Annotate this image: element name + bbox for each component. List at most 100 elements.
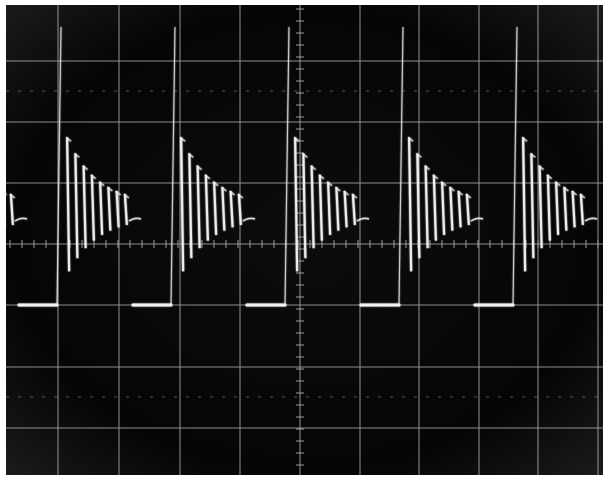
ringing-cycle bbox=[318, 174, 323, 241]
ringing-cycle bbox=[538, 165, 543, 249]
ringing-cycle bbox=[115, 190, 120, 228]
ringing-cycle bbox=[82, 165, 87, 249]
ringing-cap bbox=[326, 181, 333, 187]
ringing-cap bbox=[343, 190, 350, 196]
ringing-cap bbox=[293, 136, 300, 142]
ringing-tail bbox=[242, 217, 256, 222]
waveform-burst-5 bbox=[473, 26, 598, 307]
ringing-tail bbox=[128, 217, 142, 222]
ringing-cap bbox=[123, 193, 130, 199]
ringing-cycle bbox=[196, 165, 201, 249]
ringing-cap bbox=[65, 136, 72, 142]
ringing-cycle bbox=[302, 153, 307, 259]
ringing-cycle bbox=[90, 174, 95, 241]
ringing-cycle bbox=[204, 174, 209, 241]
spike-edge bbox=[512, 26, 518, 306]
ringing-cycle bbox=[9, 193, 14, 225]
ringing-cap bbox=[465, 193, 472, 199]
ringing-cap bbox=[407, 136, 414, 142]
ringing-tail bbox=[14, 217, 28, 222]
ringing-cycle bbox=[180, 137, 185, 272]
ringing-cycle bbox=[546, 174, 551, 241]
ringing-cap bbox=[196, 164, 203, 171]
ringing-cap bbox=[106, 186, 113, 192]
ringing-cap bbox=[351, 193, 358, 199]
ringing-cycle bbox=[66, 137, 71, 272]
ringing-cap bbox=[334, 186, 341, 192]
ringing-cycle bbox=[294, 137, 299, 272]
ringing-cycle bbox=[408, 137, 413, 272]
ringing-cap bbox=[415, 152, 422, 159]
waveform-burst-2 bbox=[131, 26, 256, 307]
spike-edge bbox=[56, 26, 62, 306]
ringing-cap bbox=[90, 174, 97, 180]
ringing-cap bbox=[440, 181, 447, 187]
ringing-cycle bbox=[555, 181, 560, 235]
spike-edge bbox=[284, 26, 290, 306]
ringing-cycle bbox=[424, 165, 429, 249]
spike-edge bbox=[170, 26, 176, 306]
ringing-tail bbox=[470, 217, 484, 222]
ringing-cap bbox=[562, 186, 569, 192]
ringing-cap bbox=[98, 181, 105, 187]
ringing-cap bbox=[310, 164, 317, 171]
ringing-cycle bbox=[563, 186, 568, 231]
ringing-cap bbox=[9, 193, 16, 199]
ringing-cycle bbox=[441, 181, 446, 235]
ringing-tail bbox=[356, 217, 370, 222]
ringing-cap bbox=[187, 152, 194, 159]
waveform-burst-0 bbox=[6, 193, 28, 225]
ringing-cap bbox=[204, 174, 211, 180]
ringing-cycle bbox=[530, 153, 535, 259]
ringing-cap bbox=[229, 190, 236, 196]
ringing-cycle bbox=[123, 193, 128, 225]
ringing-cycle bbox=[327, 181, 332, 235]
spike-edge bbox=[398, 26, 404, 306]
ringing-cycle bbox=[457, 190, 462, 228]
ringing-tail bbox=[584, 217, 598, 222]
ringing-cap bbox=[424, 164, 431, 171]
ringing-cycle bbox=[465, 193, 470, 225]
ringing-cap bbox=[538, 164, 545, 171]
ringing-cap bbox=[115, 190, 122, 196]
ringing-cycle bbox=[416, 153, 421, 259]
ringing-cap bbox=[82, 164, 89, 171]
ringing-cycle bbox=[449, 186, 454, 231]
ringing-cycle bbox=[188, 153, 193, 259]
ringing-cap bbox=[220, 186, 227, 192]
ringing-cap bbox=[179, 136, 186, 142]
ringing-cap bbox=[318, 174, 325, 180]
ringing-cap bbox=[301, 152, 308, 159]
waveform-burst-1 bbox=[17, 26, 142, 307]
ringing-cap bbox=[529, 152, 536, 159]
ringing-cap bbox=[237, 193, 244, 199]
oscilloscope-photo bbox=[6, 5, 603, 475]
ringing-cycle bbox=[237, 193, 242, 225]
ringing-cycle bbox=[522, 137, 527, 272]
ringing-cap bbox=[212, 181, 219, 187]
ringing-cycle bbox=[213, 181, 218, 235]
ringing-cap bbox=[457, 190, 464, 196]
ringing-cycle bbox=[99, 181, 104, 235]
ringing-cycle bbox=[221, 186, 226, 231]
ringing-cap bbox=[554, 181, 561, 187]
ringing-cap bbox=[571, 190, 578, 196]
ringing-cycle bbox=[229, 190, 234, 228]
waveform-burst-3 bbox=[245, 26, 370, 307]
ringing-cap bbox=[521, 136, 528, 142]
ringing-cap bbox=[579, 193, 586, 199]
ringing-cap bbox=[73, 152, 80, 159]
ringing-cycle bbox=[343, 190, 348, 228]
ringing-cap bbox=[432, 174, 439, 180]
ringing-cycle bbox=[310, 165, 315, 249]
waveform-trace bbox=[6, 26, 598, 307]
ringing-cycle bbox=[571, 190, 576, 228]
ringing-cycle bbox=[74, 153, 79, 259]
ringing-cycle bbox=[335, 186, 340, 231]
ringing-cap bbox=[546, 174, 553, 180]
ringing-cap bbox=[448, 186, 455, 192]
ringing-cycle bbox=[107, 186, 112, 231]
ringing-cycle bbox=[579, 193, 584, 225]
ringing-cycle bbox=[432, 174, 437, 241]
oscilloscope-screen bbox=[6, 5, 603, 475]
